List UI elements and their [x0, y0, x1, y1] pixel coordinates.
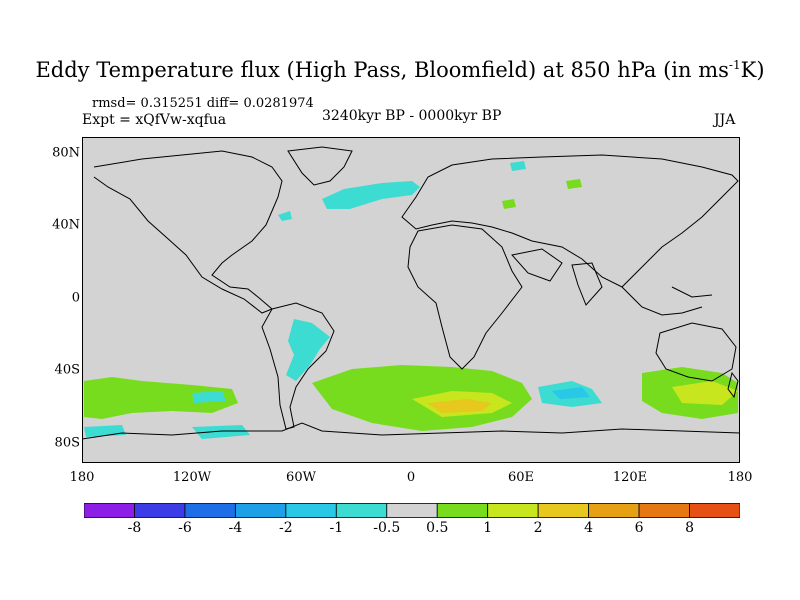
lat-label-0: 0 — [71, 290, 80, 306]
coast-new-zealand — [727, 371, 739, 399]
colorbar-box — [386, 503, 438, 518]
colorbar-label: -8 — [127, 520, 142, 536]
coast-africa — [407, 224, 523, 370]
experiment-label: Expt = xQfVw-xqfua — [82, 112, 227, 128]
anomaly-antarctic-coast — [192, 425, 250, 439]
colorbar-label: -2 — [279, 520, 293, 536]
colorbar-box — [84, 503, 135, 518]
colorbar-label: -4 — [228, 520, 243, 536]
anomaly-scandinavia — [566, 179, 582, 189]
anomaly-south-pacific-blue — [192, 391, 226, 403]
anomaly-south-indian-core — [427, 399, 492, 413]
colorbar-box — [234, 503, 287, 518]
map-title: Eddy Temperature flux (High Pass, Bloomf… — [0, 58, 800, 82]
colorbar-box — [285, 503, 337, 518]
anomaly-brazil — [286, 319, 330, 381]
season-label: JJA — [714, 112, 736, 128]
coast-north-america — [93, 150, 283, 314]
title-end: K) — [740, 58, 765, 82]
anomaly-south-pacific-west — [84, 377, 238, 419]
anomaly-siberia — [502, 199, 516, 209]
colorbar-box — [689, 503, 740, 518]
coast-australia — [655, 322, 737, 382]
lon-label-0: 0 — [406, 470, 416, 485]
period-label: 3240kyr BP - 0000kyr BP — [322, 108, 502, 124]
colorbar-label: 4 — [584, 520, 594, 536]
colorbar-label: 0.5 — [426, 520, 449, 536]
coast-greenland — [287, 146, 353, 186]
anomaly-north-atlantic-south — [278, 211, 292, 221]
colorbar-box — [487, 503, 539, 518]
lat-label-40n: 40N — [52, 217, 80, 233]
anomaly-north-atlantic — [322, 181, 420, 209]
lon-label-180e: 180 — [727, 470, 753, 485]
map-frame — [82, 137, 740, 463]
colorbar-label: 2 — [533, 520, 543, 536]
lon-label-120w: 120W — [172, 470, 212, 485]
title-main: Eddy Temperature flux (High Pass, Bloomf… — [35, 58, 729, 82]
colorbar-label: -6 — [178, 520, 192, 536]
colorbar-label: -1 — [329, 520, 344, 536]
colorbar-box — [638, 503, 690, 518]
colorbar-box — [335, 503, 388, 518]
colorbar-label: 8 — [685, 520, 694, 536]
anomaly-regions — [84, 161, 738, 439]
lon-label-180w: 180 — [69, 470, 95, 485]
colorbar-box — [537, 503, 590, 518]
colorbar — [84, 503, 740, 518]
lat-label-80s: 80S — [54, 435, 80, 451]
stats-line: rmsd= 0.315251 diff= 0.0281974 — [92, 96, 314, 111]
colorbar-box — [184, 503, 236, 518]
colorbar-box — [134, 503, 186, 518]
colorbar-box — [436, 503, 489, 518]
coast-arabia-india — [511, 248, 603, 306]
title-superscript: -1 — [728, 58, 741, 72]
lat-label-80n: 80N — [52, 145, 80, 161]
map-plot — [82, 137, 740, 463]
coast-europe-asia — [401, 154, 739, 288]
anomaly-south-indian-east-dark — [552, 387, 590, 399]
colorbar-label: 6 — [634, 520, 644, 536]
lon-label-60w: 60W — [286, 470, 316, 485]
lat-label-40s: 40S — [54, 362, 80, 378]
anomaly-south-australia-peak — [672, 381, 738, 405]
coast-southeast-asia — [621, 286, 713, 316]
anomaly-barents — [510, 161, 526, 171]
coast-south-america — [261, 302, 335, 430]
coast-antarctica — [82, 422, 740, 440]
coastlines — [82, 146, 740, 440]
colorbar-label: -0.5 — [373, 520, 401, 536]
colorbar-label: 1 — [483, 520, 493, 536]
lon-label-60e: 60E — [507, 470, 535, 485]
colorbar-box — [588, 503, 640, 518]
lon-label-120e: 120E — [612, 470, 648, 485]
